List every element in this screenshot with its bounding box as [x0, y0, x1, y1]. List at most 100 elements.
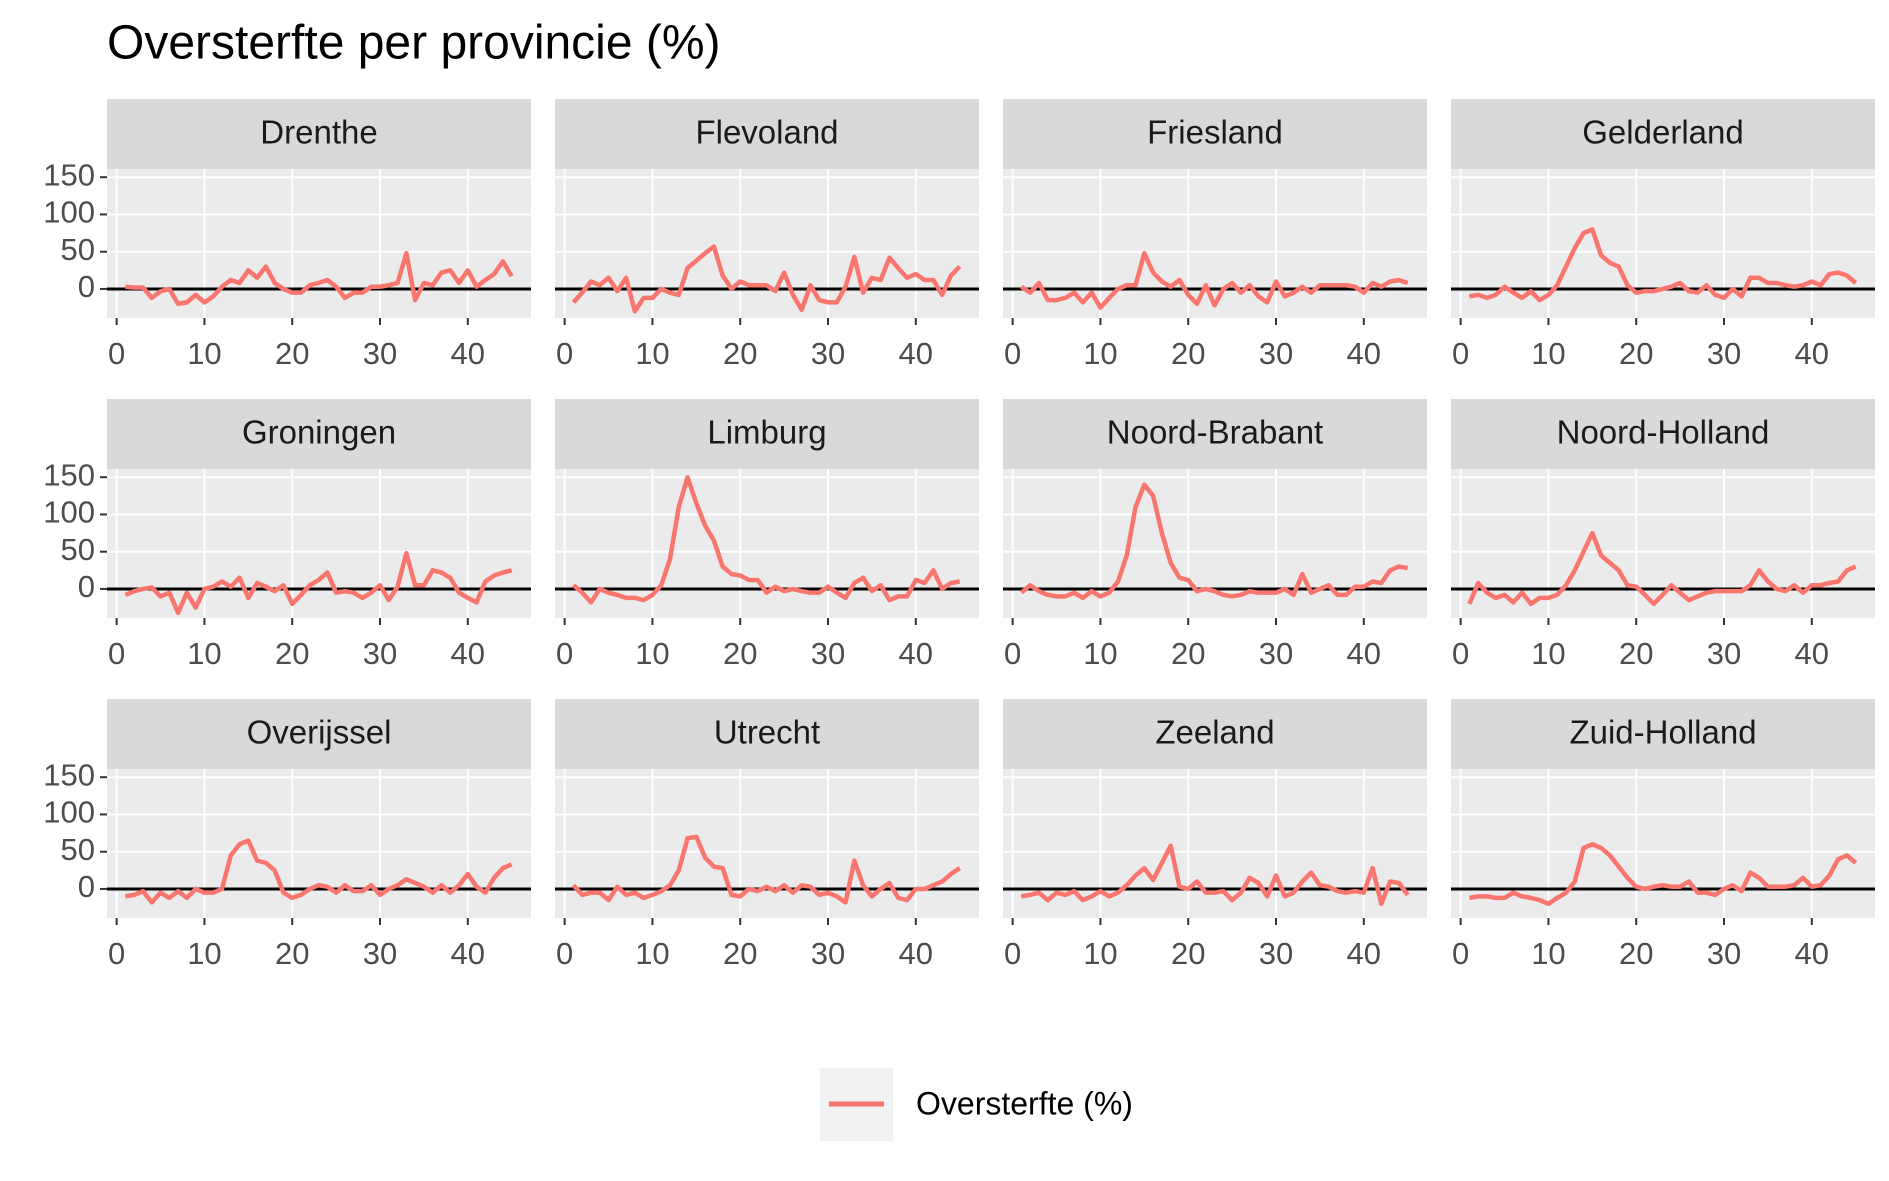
x-tick-label: 30: [363, 936, 397, 971]
strip: [1003, 699, 1427, 769]
x-tick-label: 10: [187, 936, 221, 971]
x-tick-label: 0: [1004, 636, 1021, 671]
strip-label: Zuid-Holland: [1569, 714, 1756, 751]
strip: [1003, 99, 1427, 169]
data-line: [124, 550, 513, 616]
strip: [1451, 399, 1875, 469]
x-tick-label: 0: [108, 636, 125, 671]
strip: [1451, 699, 1875, 769]
x-tick-label: 10: [635, 636, 669, 671]
strip-label: Drenthe: [260, 114, 377, 151]
strip-label: Utrecht: [714, 714, 820, 751]
data-line: [571, 244, 962, 314]
y-tick-label: 50: [61, 832, 95, 867]
data-line: [125, 838, 513, 905]
strip-label: Limburg: [707, 414, 826, 451]
x-tick-label: 30: [1707, 936, 1741, 971]
x-tick-label: 0: [108, 936, 125, 971]
x-tick-label: 30: [363, 636, 397, 671]
x-tick-label: 10: [1083, 636, 1117, 671]
x-tick-label: 40: [899, 636, 933, 671]
x-tick-label: 0: [556, 936, 573, 971]
y-tick-label: 50: [61, 232, 95, 267]
x-tick-label: 20: [275, 636, 309, 671]
strip: [555, 399, 979, 469]
x-tick-label: 10: [187, 636, 221, 671]
x-tick-label: 40: [1795, 636, 1829, 671]
data-line: [1469, 227, 1858, 303]
x-tick-label: 40: [451, 936, 485, 971]
strip-label: Zeeland: [1155, 714, 1274, 751]
panel: [1451, 169, 1875, 318]
data-line: [1021, 843, 1410, 907]
x-tick-label: 20: [1619, 336, 1653, 371]
strip: [555, 99, 979, 169]
strip: [1451, 99, 1875, 169]
x-tick-label: 20: [275, 936, 309, 971]
x-tick-label: 20: [1171, 636, 1205, 671]
x-tick-label: 40: [899, 336, 933, 371]
x-tick-label: 30: [1259, 936, 1293, 971]
x-tick-label: 30: [1259, 336, 1293, 371]
x-tick-label: 30: [811, 336, 845, 371]
x-tick-label: 30: [811, 936, 845, 971]
x-tick-label: 0: [108, 336, 125, 371]
x-tick-label: 20: [1171, 936, 1205, 971]
data-line: [1467, 530, 1857, 607]
y-tick-label: 100: [43, 195, 95, 230]
y-tick-label: 150: [43, 157, 95, 192]
panel: [107, 169, 531, 318]
x-tick-label: 10: [1083, 336, 1117, 371]
x-tick-label: 20: [1171, 336, 1205, 371]
strip: [1003, 399, 1427, 469]
x-tick-label: 30: [811, 636, 845, 671]
strip-label: Flevoland: [695, 114, 838, 151]
y-tick-label: 150: [43, 457, 95, 492]
x-tick-label: 0: [556, 336, 573, 371]
x-tick-label: 10: [635, 336, 669, 371]
x-tick-label: 0: [1004, 336, 1021, 371]
data-line: [1020, 250, 1409, 310]
x-tick-label: 20: [275, 336, 309, 371]
y-tick-label: 100: [43, 795, 95, 830]
x-tick-label: 0: [1004, 936, 1021, 971]
strip: [107, 399, 531, 469]
x-tick-label: 0: [1452, 636, 1469, 671]
x-tick-label: 40: [451, 636, 485, 671]
y-tick-label: 0: [78, 869, 95, 904]
x-tick-label: 40: [1795, 336, 1829, 371]
data-line: [1469, 842, 1858, 907]
y-tick-label: 0: [78, 269, 95, 304]
legend-label: Oversterfte (%): [916, 1085, 1133, 1121]
strip-label: Noord-Holland: [1557, 414, 1770, 451]
x-tick-label: 10: [635, 936, 669, 971]
x-tick-label: 0: [1452, 936, 1469, 971]
x-tick-label: 30: [1707, 636, 1741, 671]
x-tick-label: 10: [187, 336, 221, 371]
x-tick-label: 10: [1531, 636, 1565, 671]
strip-label: Noord-Brabant: [1107, 414, 1323, 451]
strip-label: Groningen: [242, 414, 396, 451]
panel: [1451, 769, 1875, 918]
data-line: [571, 474, 961, 605]
x-tick-label: 40: [451, 336, 485, 371]
strip-label: Gelderland: [1582, 114, 1743, 151]
x-tick-label: 10: [1083, 936, 1117, 971]
x-tick-label: 20: [1619, 636, 1653, 671]
x-tick-label: 30: [1259, 636, 1293, 671]
y-tick-label: 0: [78, 569, 95, 604]
data-line: [125, 250, 514, 307]
y-tick-label: 50: [61, 532, 95, 567]
data-line: [571, 834, 961, 905]
data-line: [1019, 482, 1409, 601]
strip: [555, 699, 979, 769]
x-tick-label: 40: [1347, 936, 1381, 971]
x-tick-label: 20: [723, 336, 757, 371]
x-tick-label: 10: [1531, 936, 1565, 971]
x-tick-label: 40: [1347, 636, 1381, 671]
y-tick-label: 100: [43, 495, 95, 530]
panel: [555, 169, 979, 318]
x-tick-label: 40: [899, 936, 933, 971]
y-tick-label: 150: [43, 757, 95, 792]
